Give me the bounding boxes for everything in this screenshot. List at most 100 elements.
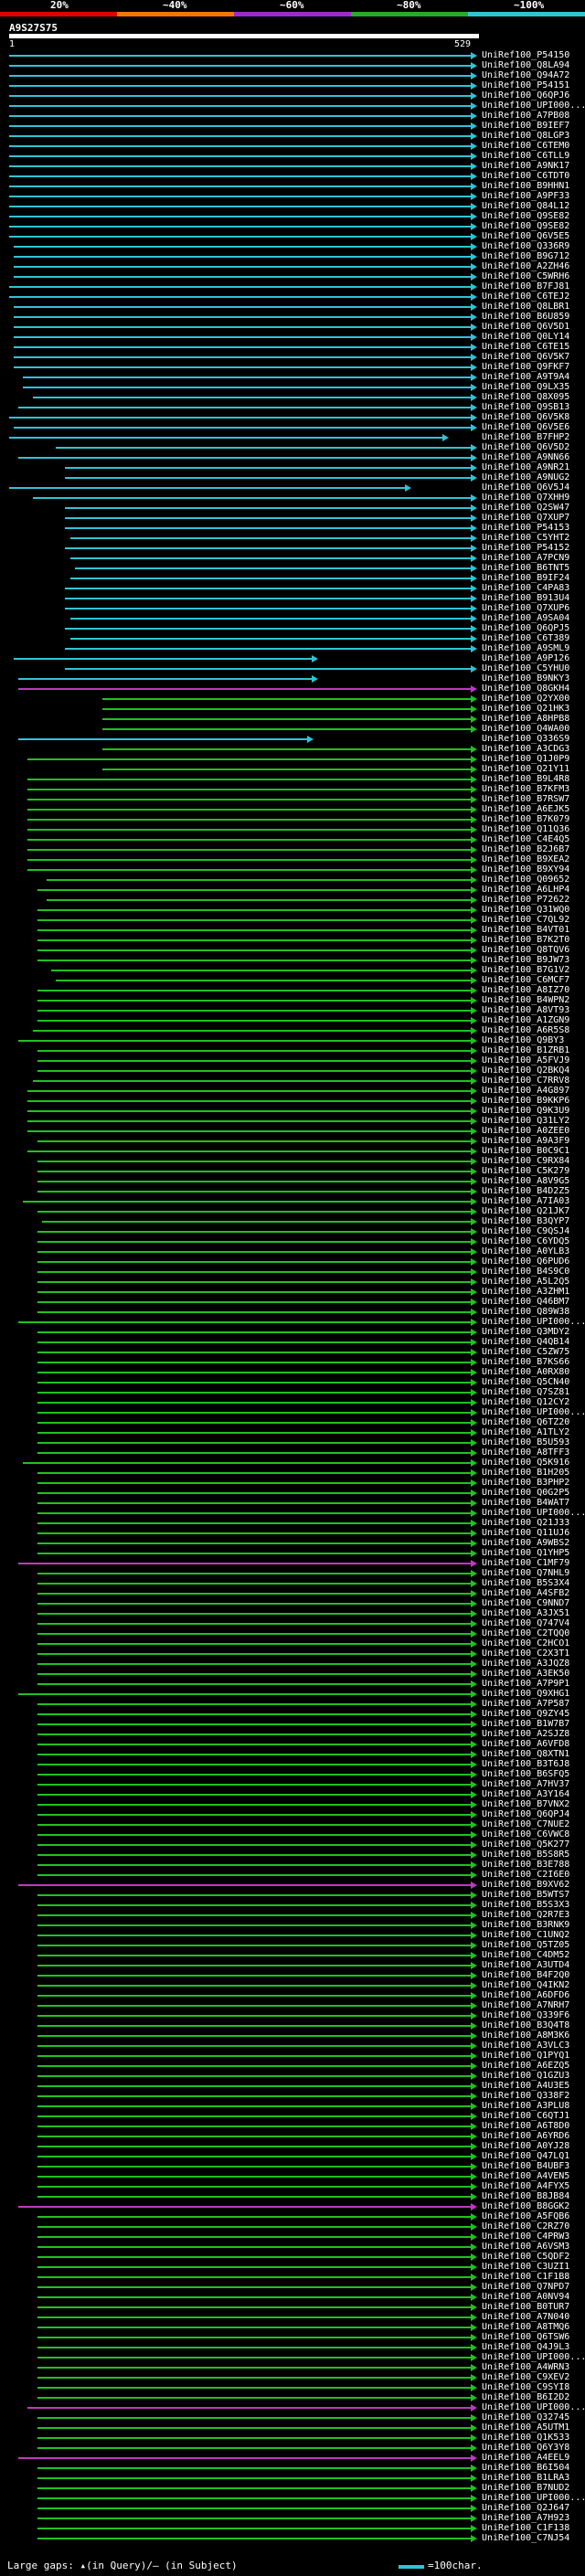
- hit-label[interactable]: UniRef100_A6YRD6: [482, 2131, 570, 2141]
- hit-label[interactable]: UniRef100_B9IEF7: [482, 121, 570, 131]
- hit-label[interactable]: UniRef100_B4WAT7: [482, 1498, 570, 1508]
- hit-row[interactable]: UniRef100_A0YLB3: [0, 1246, 585, 1256]
- hit-row[interactable]: UniRef100_A3JX51: [0, 1608, 585, 1618]
- hit-label[interactable]: UniRef100_P54153: [482, 523, 570, 533]
- hit-row[interactable]: UniRef100_Q9LX35: [0, 382, 585, 392]
- hit-label[interactable]: UniRef100_A9NUG2: [482, 472, 570, 482]
- hit-label[interactable]: UniRef100_Q5CN40: [482, 1377, 570, 1387]
- hit-row[interactable]: UniRef100_Q8TQV6: [0, 945, 585, 955]
- hit-row[interactable]: UniRef100_C1F1B8: [0, 2272, 585, 2282]
- hit-row[interactable]: UniRef100_Q747V4: [0, 1618, 585, 1628]
- hit-row[interactable]: UniRef100_Q9FKF7: [0, 362, 585, 372]
- hit-label[interactable]: UniRef100_B9XV62: [482, 1880, 570, 1890]
- hit-row[interactable]: UniRef100_A6VSM3: [0, 2242, 585, 2252]
- hit-label[interactable]: UniRef100_B7K2T0: [482, 935, 570, 945]
- hit-label[interactable]: UniRef100_A0RX80: [482, 1367, 570, 1377]
- hit-row[interactable]: UniRef100_A7N040: [0, 2312, 585, 2322]
- hit-row[interactable]: UniRef100_A9NK17: [0, 161, 585, 171]
- hit-row[interactable]: UniRef100_A6EJK5: [0, 804, 585, 814]
- hit-label[interactable]: UniRef100_A7P587: [482, 1699, 570, 1709]
- hit-row[interactable]: UniRef100_B1W7B7: [0, 1719, 585, 1729]
- hit-row[interactable]: UniRef100_A9PF33: [0, 191, 585, 201]
- hit-row[interactable]: UniRef100_B3RNK9: [0, 1920, 585, 1930]
- hit-row[interactable]: UniRef100_B4WAT7: [0, 1498, 585, 1508]
- hit-row[interactable]: UniRef100_Q2R7E3: [0, 1910, 585, 1920]
- hit-label[interactable]: UniRef100_A6DFD6: [482, 1990, 570, 2000]
- hit-label[interactable]: UniRef100_Q7XUP6: [482, 603, 570, 613]
- hit-label[interactable]: UniRef100_A9A3F9: [482, 1136, 570, 1146]
- hit-row[interactable]: UniRef100_C6TEM0: [0, 141, 585, 151]
- hit-row[interactable]: UniRef100_UPI000...: [0, 101, 585, 111]
- hit-row[interactable]: UniRef100_A3PLU8: [0, 2101, 585, 2111]
- hit-label[interactable]: UniRef100_A6VFD8: [482, 1739, 570, 1749]
- hit-label[interactable]: UniRef100_A1TLY2: [482, 1427, 570, 1437]
- hit-row[interactable]: UniRef100_B5WTS7: [0, 1890, 585, 1900]
- hit-label[interactable]: UniRef100_B2J6B7: [482, 844, 570, 854]
- hit-label[interactable]: UniRef100_A9SA04: [482, 613, 570, 623]
- hit-row[interactable]: UniRef100_A0NV94: [0, 2292, 585, 2302]
- hit-row[interactable]: UniRef100_A2ZH46: [0, 261, 585, 271]
- hit-label[interactable]: UniRef100_A7PB08: [482, 111, 570, 121]
- hit-row[interactable]: UniRef100_A8TMQ6: [0, 2322, 585, 2332]
- hit-row[interactable]: UniRef100_B913U4: [0, 593, 585, 603]
- hit-row[interactable]: UniRef100_B5U593: [0, 1437, 585, 1447]
- hit-label[interactable]: UniRef100_C6TEM0: [482, 141, 570, 151]
- hit-label[interactable]: UniRef100_C6VWC8: [482, 1829, 570, 1839]
- hit-row[interactable]: UniRef100_A4EEL9: [0, 2453, 585, 2463]
- hit-label[interactable]: UniRef100_B3Q4T8: [482, 2020, 570, 2030]
- hit-label[interactable]: UniRef100_C9SYI8: [482, 2382, 570, 2392]
- hit-row[interactable]: UniRef100_Q6V5J4: [0, 482, 585, 493]
- hit-row[interactable]: UniRef100_Q21HK3: [0, 704, 585, 714]
- hit-row[interactable]: UniRef100_C4PRW3: [0, 2231, 585, 2242]
- hit-label[interactable]: UniRef100_Q2BKQ4: [482, 1065, 570, 1076]
- hit-row[interactable]: UniRef100_B0TUR7: [0, 2302, 585, 2312]
- hit-row[interactable]: UniRef100_Q0G2P5: [0, 1488, 585, 1498]
- hit-label[interactable]: UniRef100_A7NRH7: [482, 2000, 570, 2010]
- hit-row[interactable]: UniRef100_B9HHN1: [0, 181, 585, 191]
- hit-label[interactable]: UniRef100_B3RNK9: [482, 1920, 570, 1930]
- hit-row[interactable]: UniRef100_A3JQZ8: [0, 1659, 585, 1669]
- hit-label[interactable]: UniRef100_C9RX84: [482, 1156, 570, 1166]
- hit-label[interactable]: UniRef100_Q89W38: [482, 1307, 570, 1317]
- hit-label[interactable]: UniRef100_B8GGK2: [482, 2201, 570, 2211]
- hit-row[interactable]: UniRef100_Q1YHP5: [0, 1548, 585, 1558]
- hit-row[interactable]: UniRef100_C4E4Q5: [0, 834, 585, 844]
- hit-label[interactable]: UniRef100_A3JQZ8: [482, 1659, 570, 1669]
- hit-label[interactable]: UniRef100_B4D2Z5: [482, 1186, 570, 1196]
- hit-row[interactable]: UniRef100_B6I2D2: [0, 2392, 585, 2402]
- hit-row[interactable]: UniRef100_A7IA03: [0, 1196, 585, 1206]
- hit-label[interactable]: UniRef100_B7FJ81: [482, 281, 570, 292]
- hit-row[interactable]: UniRef100_A6T8D0: [0, 2121, 585, 2131]
- hit-label[interactable]: UniRef100_C2TQQ0: [482, 1628, 570, 1638]
- hit-label[interactable]: UniRef100_A9NR21: [482, 462, 570, 472]
- hit-row[interactable]: UniRef100_C5K279: [0, 1166, 585, 1176]
- hit-label[interactable]: UniRef100_A6T8D0: [482, 2121, 570, 2131]
- hit-label[interactable]: UniRef100_Q9K3U9: [482, 1106, 570, 1116]
- hit-row[interactable]: UniRef100_Q31WQ0: [0, 905, 585, 915]
- hit-row[interactable]: UniRef100_C6TDT0: [0, 171, 585, 181]
- hit-row[interactable]: UniRef100_A8IZ70: [0, 985, 585, 995]
- hit-row[interactable]: UniRef100_A4U3E5: [0, 2081, 585, 2091]
- hit-label[interactable]: UniRef100_B4UBF3: [482, 2161, 570, 2171]
- hit-label[interactable]: UniRef100_B5WTS7: [482, 1890, 570, 1900]
- hit-row[interactable]: UniRef100_Q1J0P9: [0, 754, 585, 764]
- hit-label[interactable]: UniRef100_Q9SB13: [482, 402, 570, 412]
- hit-row[interactable]: UniRef100_Q94A72: [0, 70, 585, 80]
- hit-row[interactable]: UniRef100_Q5CN40: [0, 1377, 585, 1387]
- hit-row[interactable]: UniRef100_C5YHT2: [0, 533, 585, 543]
- hit-row[interactable]: UniRef100_Q7SZ81: [0, 1387, 585, 1397]
- hit-row[interactable]: UniRef100_B9G712: [0, 251, 585, 261]
- hit-label[interactable]: UniRef100_A2SJZ8: [482, 1729, 570, 1739]
- hit-label[interactable]: UniRef100_C3UZI1: [482, 2262, 570, 2272]
- hit-row[interactable]: UniRef100_Q11Q36: [0, 824, 585, 834]
- hit-label[interactable]: UniRef100_A0YLB3: [482, 1246, 570, 1256]
- hit-label[interactable]: UniRef100_B3PHP2: [482, 1478, 570, 1488]
- hit-row[interactable]: UniRef100_B1H205: [0, 1468, 585, 1478]
- hit-row[interactable]: UniRef100_Q4QB14: [0, 1337, 585, 1347]
- hit-row[interactable]: UniRef100_Q3MDY2: [0, 1327, 585, 1337]
- hit-row[interactable]: UniRef100_Q6V5D2: [0, 442, 585, 452]
- hit-row[interactable]: UniRef100_A4SFB2: [0, 1588, 585, 1598]
- hit-label[interactable]: UniRef100_Q8LGP3: [482, 131, 570, 141]
- hit-label[interactable]: UniRef100_Q3MDY2: [482, 1327, 570, 1337]
- hit-label[interactable]: UniRef100_C7RRV8: [482, 1076, 570, 1086]
